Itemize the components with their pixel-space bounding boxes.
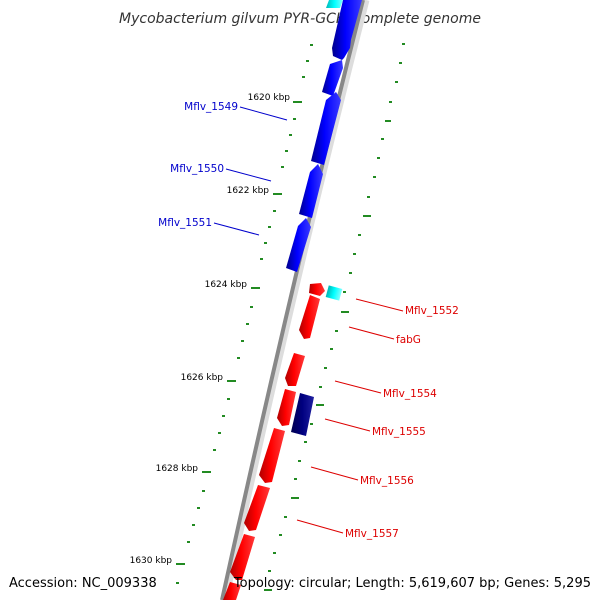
gc-skew-outer-ring: [264, 43, 405, 591]
gene-label-mflv-1557[interactable]: Mflv_1557: [345, 528, 399, 540]
accession-text: Accession: NC_009338: [9, 576, 157, 591]
gene-label-mflv-1555[interactable]: Mflv_1555: [372, 426, 426, 438]
gene-label-mflv-1551[interactable]: Mflv_1551: [158, 217, 212, 229]
leader-line-mflv-1550: [225, 168, 272, 182]
gene-label-mflv-1552[interactable]: Mflv_1552: [405, 305, 459, 317]
leader-line-mflv-1556: [310, 466, 359, 481]
topology-text: Topology: circular; Length: 5,619,607 bp…: [233, 576, 591, 591]
gene-label-mflv-1554[interactable]: Mflv_1554: [383, 388, 437, 400]
map-title: Mycobacterium gilvum PYR-GCK, complete g…: [119, 11, 481, 27]
gene-label-mflv-1556[interactable]: Mflv_1556: [360, 475, 414, 487]
tick-label-1628: 1628 kbp: [156, 464, 199, 474]
gene-arrow-mflv-1554[interactable]: [285, 353, 305, 386]
gene-label-mflv-1549[interactable]: Mflv_1549: [184, 101, 238, 113]
trna-marker[interactable]: [325, 285, 343, 301]
leader-line-fabg: [348, 326, 395, 340]
gene-arrow-mflv-1551[interactable]: [286, 218, 311, 272]
gene-arrow-fabg[interactable]: [299, 295, 320, 339]
gene-arrow-red-lower-1[interactable]: [230, 534, 255, 580]
forward-strand-features: [286, 0, 362, 272]
gene-arrow-blue-upper[interactable]: [322, 60, 343, 96]
gene-arrow-top-blue[interactable]: [332, 0, 362, 60]
reverse-strand-features: [223, 283, 343, 600]
leader-line-mflv-1554: [334, 380, 382, 394]
tick-label-1620: 1620 kbp: [248, 93, 291, 103]
tick-label-1622: 1622 kbp: [227, 186, 270, 196]
gene-label-mflv-1550[interactable]: Mflv_1550: [170, 163, 224, 175]
leader-line-mflv-1549: [239, 106, 288, 121]
tick-label-1630: 1630 kbp: [130, 556, 173, 566]
genome-backbone: [220, 0, 365, 600]
leader-line-mflv-1552: [355, 298, 404, 312]
gene-arrow-mflv-1555-red[interactable]: [277, 389, 296, 426]
tick-label-1624: 1624 kbp: [205, 280, 248, 290]
gene-arrow-mflv-1549[interactable]: [311, 92, 341, 165]
gene-arrow-top-cyan[interactable]: [326, 0, 343, 8]
gene-arrow-mflv-1550[interactable]: [299, 164, 323, 218]
gene-arrow-mflv-1552[interactable]: [309, 283, 325, 296]
gc-skew-inner-ring: [176, 44, 313, 584]
gene-arrow-mflv-1557[interactable]: [244, 485, 270, 531]
gene-label-fabg[interactable]: fabG: [396, 334, 421, 346]
tick-label-1626: 1626 kbp: [181, 373, 224, 383]
leader-line-mflv-1557: [296, 519, 344, 534]
genome-backbone-shadow: [221, 0, 370, 600]
gene-arrow-red-lower-2[interactable]: [223, 582, 241, 600]
leader-line-mflv-1555: [324, 418, 371, 432]
leader-line-mflv-1551: [213, 222, 260, 236]
gene-arrow-mflv-1555-dark[interactable]: [291, 393, 314, 436]
gene-arrow-mflv-1556[interactable]: [259, 428, 285, 483]
